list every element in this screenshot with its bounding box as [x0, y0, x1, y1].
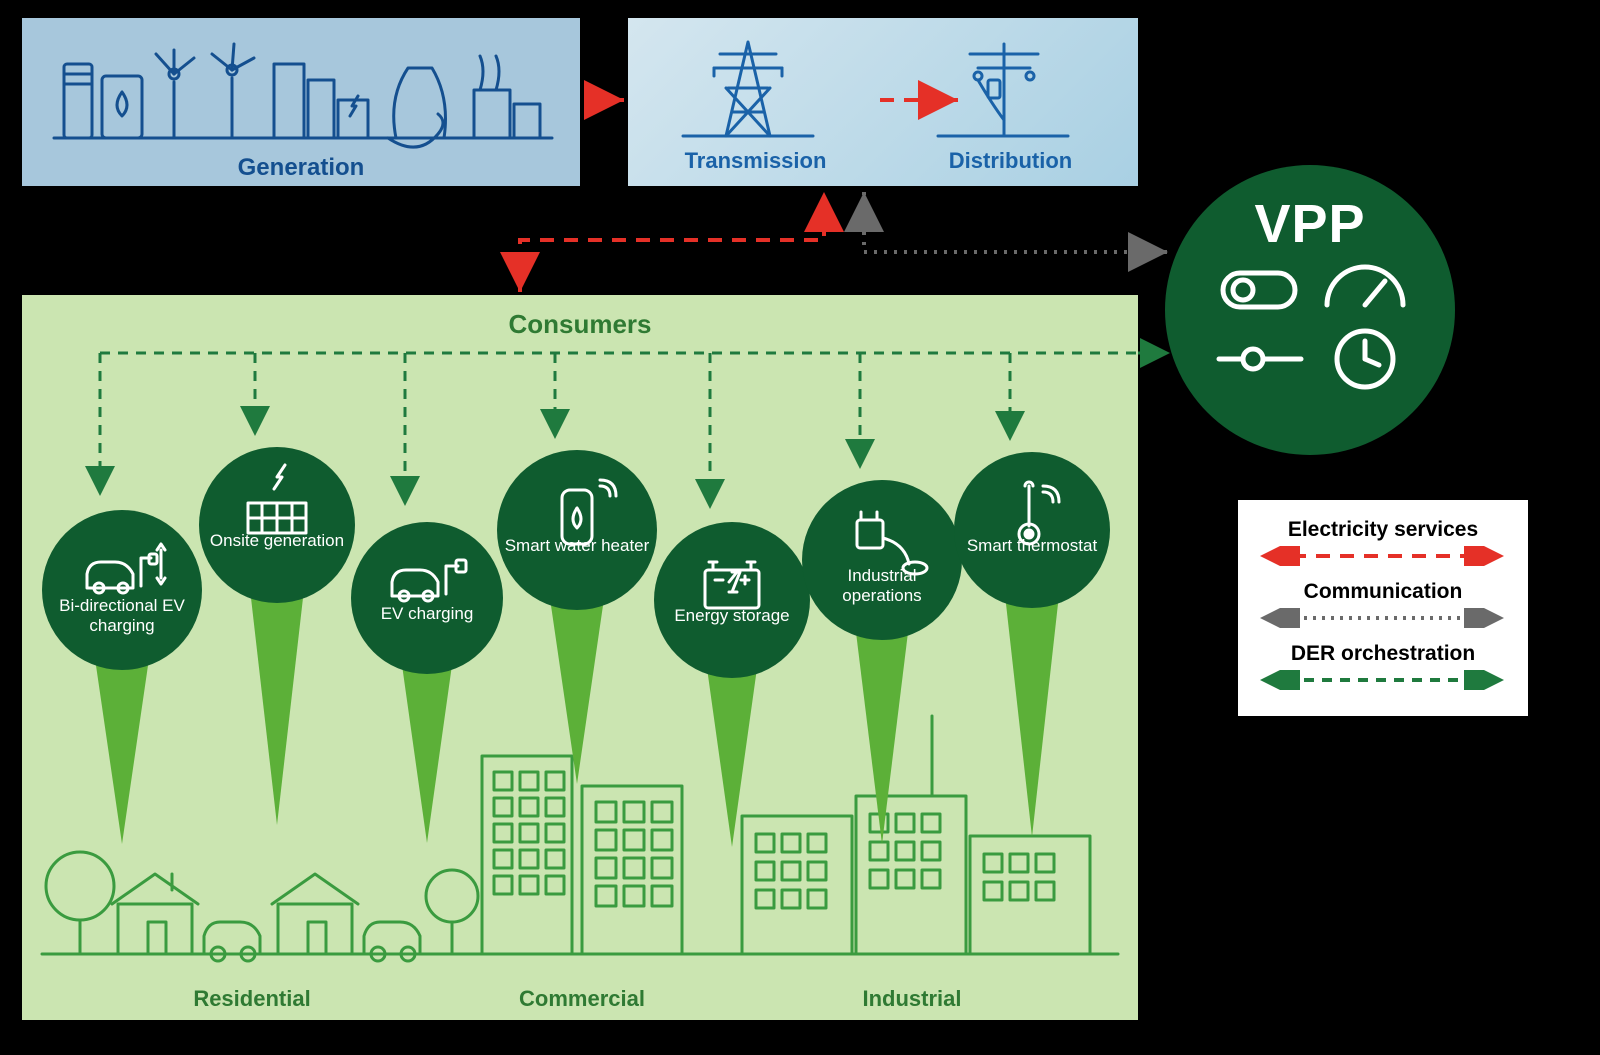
- pin-onsite: Onsite generation: [199, 447, 355, 831]
- pin-bi-ev: Bi-directional EV charging: [42, 510, 202, 850]
- legend-item-elec: Electricity services: [1256, 518, 1510, 568]
- pin-thermo: Smart thermostat: [954, 452, 1110, 843]
- pin-swh: Smart water heater: [497, 450, 657, 790]
- pin-label-swh: Smart water heater: [497, 536, 657, 556]
- distribution-label: Distribution: [883, 148, 1138, 174]
- pin-ev: EV charging: [351, 522, 503, 849]
- transdist-box: Transmission Distribution: [628, 18, 1138, 186]
- pin-label-ev: EV charging: [351, 604, 503, 624]
- legend-label-comm: Communication: [1256, 580, 1510, 604]
- legend-line-comm: [1256, 608, 1508, 628]
- transdist-icons: [628, 18, 1138, 154]
- vpp-circle: VPP: [1165, 165, 1455, 455]
- pin-label-storage: Energy storage: [654, 606, 810, 626]
- sector-industrial: Industrial: [812, 986, 1012, 1012]
- pin-label-bi-ev: Bi-directional EV charging: [42, 596, 202, 635]
- generation-label: Generation: [24, 154, 578, 182]
- legend-box: Electricity services Communication DER orc…: [1238, 500, 1528, 716]
- legend-label-elec: Electricity services: [1256, 518, 1510, 542]
- legend-line-elec: [1256, 546, 1508, 566]
- sector-residential: Residential: [152, 986, 352, 1012]
- legend-line-orch: [1256, 670, 1508, 690]
- transmission-label: Transmission: [628, 148, 883, 174]
- legend-item-orch: DER orchestration: [1256, 642, 1510, 692]
- pin-label-thermo: Smart thermostat: [954, 536, 1110, 556]
- pin-indops: Industrial operations: [802, 480, 962, 850]
- generation-icons: [24, 20, 582, 160]
- legend-label-orch: DER orchestration: [1256, 642, 1510, 666]
- legend-item-comm: Communication: [1256, 580, 1510, 630]
- vpp-icons: [1165, 255, 1455, 435]
- pin-storage: Energy storage: [654, 522, 810, 853]
- generation-box: Generation: [22, 18, 580, 186]
- sector-commercial: Commercial: [482, 986, 682, 1012]
- pin-label-indops: Industrial operations: [802, 566, 962, 605]
- pin-label-onsite: Onsite generation: [199, 531, 355, 551]
- vpp-label: VPP: [1165, 165, 1455, 255]
